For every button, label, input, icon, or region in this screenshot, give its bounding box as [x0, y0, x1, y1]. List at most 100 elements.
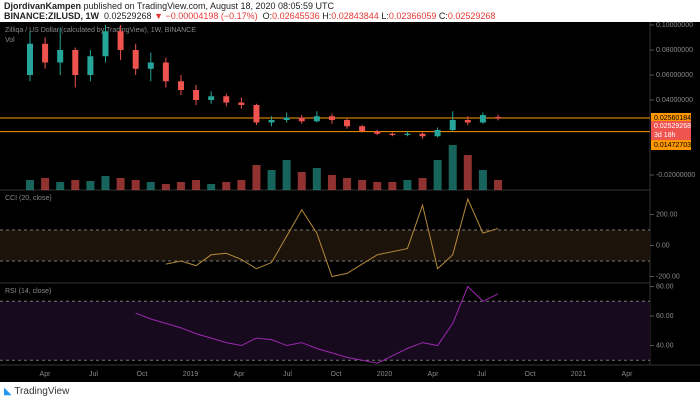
volume-bar	[131, 180, 140, 190]
candle-body	[238, 102, 245, 105]
volume-bar	[327, 175, 336, 190]
volume-bar	[312, 168, 321, 190]
volume-bar	[433, 160, 442, 190]
y-tick-label: 60.00	[656, 313, 674, 320]
volume-bar	[448, 145, 457, 190]
candle-body	[374, 131, 381, 134]
chart: 200.00 0.00 -200.00 CCI (20, close) 80.00 60.…	[0, 22, 700, 382]
volume-bar	[146, 182, 155, 190]
candle-body	[404, 133, 411, 135]
x-tick-label: Oct	[525, 371, 536, 378]
footer: ◣ TradingView	[4, 386, 69, 397]
volume-bar	[388, 182, 397, 190]
header: DjordivanKampen published on TradingView…	[4, 1, 495, 21]
level-label: 0.02560184	[654, 115, 691, 122]
pane-title: CCI (20, close)	[5, 195, 52, 202]
volume-bar	[373, 182, 382, 190]
candle-body	[449, 120, 456, 130]
volume-bar	[161, 184, 170, 190]
indicator-line	[135, 285, 499, 364]
x-tick-label: Jul	[283, 371, 292, 378]
x-tick-label: Apr	[40, 371, 52, 378]
volume-bar	[207, 184, 216, 190]
y-tick-label: 0.10000000	[656, 22, 693, 29]
candle-body	[434, 130, 441, 137]
volume-bar	[494, 180, 502, 190]
candle-body	[359, 126, 366, 132]
candle-body	[313, 116, 320, 122]
candle-body	[177, 81, 184, 90]
candle-body	[283, 117, 290, 120]
level-label-bg	[651, 113, 691, 123]
volume-bar	[463, 155, 472, 190]
brand[interactable]: TradingView	[14, 386, 70, 397]
logo-icon: ◣	[4, 386, 12, 397]
candle-body	[193, 90, 200, 100]
candle-body	[223, 96, 230, 103]
x-tick-label: 2020	[377, 371, 393, 378]
volume-bar	[297, 172, 306, 190]
last-price: 0.02529268	[104, 11, 152, 21]
volume-bar	[101, 176, 110, 190]
volume-label: Vol	[5, 37, 15, 44]
volume-bar	[343, 178, 352, 190]
symbol: BINANCE:ZILUSD, 1W	[4, 11, 99, 21]
y-tick-label: 40.00	[656, 342, 674, 349]
volume-bar	[282, 160, 291, 190]
last-price-label: 0.02529268	[654, 123, 691, 130]
published: published on TradingView.com, August 18,…	[83, 1, 335, 11]
candle-body	[419, 133, 426, 137]
ohlc-value: 0.02529268	[447, 11, 496, 21]
candle-body	[117, 31, 124, 50]
candle-body	[162, 62, 169, 82]
candle-body	[87, 56, 94, 75]
candle-body	[298, 117, 305, 122]
y-tick-label: -200.00	[656, 273, 680, 280]
ohlc-label: L:	[381, 11, 389, 21]
y-tick-label: 80.00	[656, 283, 674, 290]
volume-bar	[56, 182, 65, 190]
indicator-line	[165, 197, 499, 278]
y-tick-label: -0.02000000	[656, 172, 695, 179]
candle-body	[268, 120, 275, 123]
ohlc: O:0.02645536 H:0.02843844 L:0.02366059 C…	[263, 11, 496, 21]
candle-body	[479, 115, 486, 123]
volume-bar	[403, 180, 412, 190]
candle-body	[464, 120, 471, 123]
x-tick-label: Jul	[89, 371, 98, 378]
y-tick-label: 0.08000000	[656, 47, 693, 54]
volume-bar	[252, 165, 261, 190]
x-tick-label: 2019	[183, 371, 199, 378]
volume-bar	[418, 178, 427, 190]
candle-body	[132, 50, 139, 69]
y-tick-label: 200.00	[656, 211, 678, 218]
last-price-label-bg	[651, 121, 691, 131]
ohlc-value: 0.02645536	[272, 11, 320, 21]
ohlc-value: 0.02843844	[331, 11, 379, 21]
level-label: 0.01472703	[654, 142, 691, 149]
y-tick-label: 0.04000000	[656, 97, 693, 104]
volume-bar	[176, 182, 185, 190]
candle-body	[102, 31, 109, 57]
volume-bar	[41, 178, 50, 190]
candle-body	[344, 120, 351, 127]
candle-body	[208, 96, 215, 100]
y-tick-label: 0.00	[656, 242, 670, 249]
level-label-bg	[651, 140, 691, 150]
candle-body	[72, 50, 79, 75]
candle-body	[328, 116, 335, 120]
candle-body	[27, 43, 33, 75]
y-tick-label: 0.06000000	[656, 72, 693, 79]
author[interactable]: DjordivanKampen	[4, 1, 82, 11]
x-tick-label: Oct	[331, 371, 342, 378]
change: −0.00004198 (−0.17%)	[165, 11, 258, 21]
candle-body	[495, 116, 501, 119]
ohlc-value: 0.02366059	[388, 11, 437, 21]
volume-bar	[26, 180, 34, 190]
volume-bar	[478, 170, 487, 190]
x-tick-label: Apr	[622, 371, 634, 378]
candle-body	[42, 43, 49, 63]
volume-bar	[222, 182, 231, 190]
ohlc-label: C:	[438, 11, 448, 21]
pane-title: Zilliqa / US Dollar (calculated by Tradi…	[5, 27, 196, 34]
